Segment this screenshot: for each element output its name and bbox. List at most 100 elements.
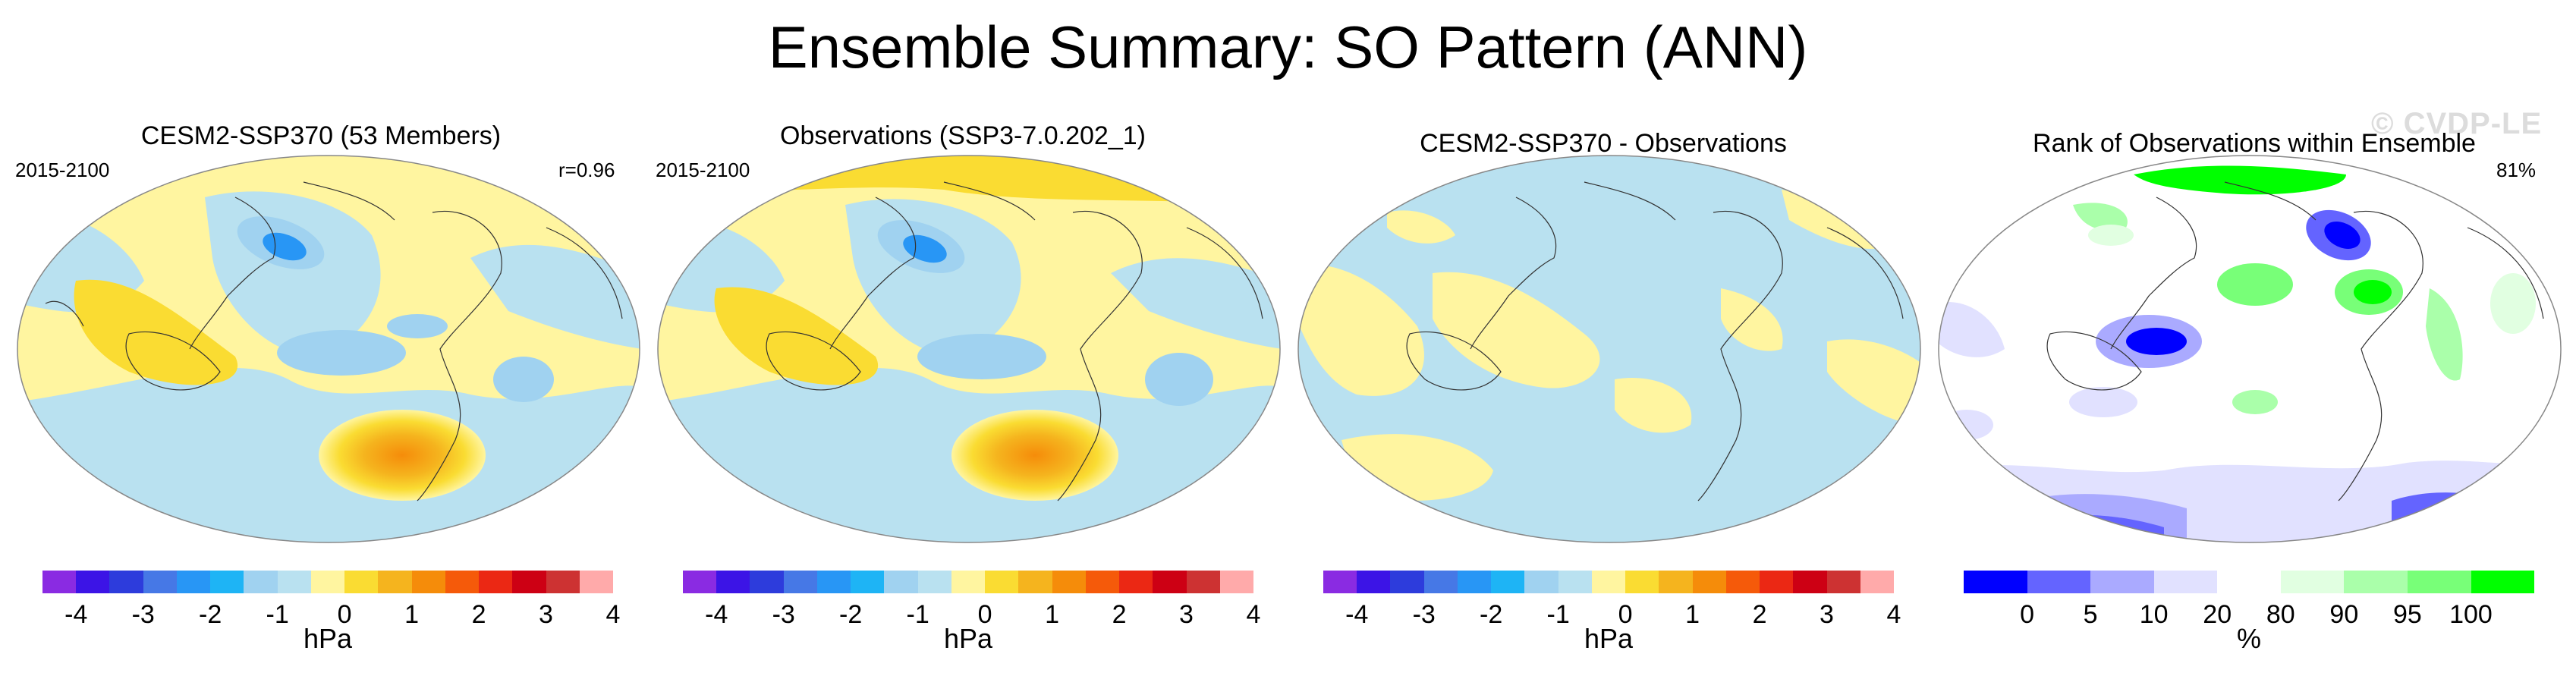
colorbar-swatch [512,571,546,593]
colorbar-swatch [143,571,177,593]
colorbar-swatch [1760,571,1794,593]
colorbar-swatch [2344,571,2408,593]
colorbar-swatch [579,571,613,593]
watermark: © CVDP-LE [2371,107,2543,140]
colorbar-swatch [210,571,244,593]
colorbar-swatch [1390,571,1424,593]
colorbar-tick-label: 20 [2203,600,2232,629]
colorbar-tick-label: -4 [64,600,88,629]
colorbar-swatch [851,571,885,593]
colorbar-swatch [1085,571,1120,593]
colorbar-tick-label: -4 [705,600,728,629]
colorbar-swatch [1018,571,1052,593]
colorbar-swatch [917,571,951,593]
colorbar-swatch [411,571,445,593]
colorbar-swatch [310,571,345,593]
colorbar-swatch [479,571,513,593]
colorbar-swatch [1323,571,1357,593]
colorbar-swatch [683,571,717,593]
colorbar-tick-label: 2 [1752,600,1767,629]
colorbar-swatch [42,571,77,593]
colorbar-swatch [1491,571,1525,593]
colorbar-tick-label: 4 [1886,600,1901,629]
colorbar-swatch [1423,571,1458,593]
colorbar-tick-label: 100 [2449,600,2493,629]
colorbar-swatch [2027,571,2091,593]
panel-1-period: 2015-2100 [15,159,110,181]
colorbar-tick-label: 5 [2083,600,2098,629]
panel-4-title: Rank of Observations within Ensemble [2033,129,2476,158]
colorbar-swatch [1659,571,1693,593]
colorbar-swatch [716,571,750,593]
colorbar-4 [1964,571,2535,593]
colorbar-tick-label: 80 [2266,600,2295,629]
panel-3-title: CESM2-SSP370 - Observations [1420,129,1787,158]
colorbar-tick-label: -1 [1546,600,1570,629]
colorbar-swatch [1119,571,1153,593]
colorbar-tick-label: -2 [839,600,863,629]
colorbar-tick-label: -3 [1412,600,1436,629]
colorbar-swatch [951,571,986,593]
map-panel-3 [1297,155,1921,543]
colorbar-tick-label: 0 [337,600,352,629]
colorbar-swatch [1826,571,1860,593]
colorbar-unit-label: hPa [303,623,353,654]
colorbar-swatch [2471,571,2535,593]
colorbar-tick-label: 1 [1685,600,1700,629]
colorbar-swatch [1793,571,1827,593]
colorbar-swatch [750,571,784,593]
colorbar-swatch [1558,571,1592,593]
colorbar-tick-label: 90 [2329,600,2359,629]
colorbar-swatch [1357,571,1391,593]
colorbar-swatch [1153,571,1187,593]
colorbar-tick-label: 3 [539,600,553,629]
colorbar-swatch [1860,571,1894,593]
colorbar-tick-label: -4 [1345,600,1369,629]
colorbar-tick-label: -1 [266,600,289,629]
map-panel-4 [1938,155,2562,543]
colorbar-swatch [1052,571,1086,593]
colorbar-swatch [277,571,311,593]
panel-1-correlation: r=0.96 [558,159,615,181]
colorbar-tick-label: 4 [605,600,621,629]
colorbar-swatch [1692,571,1726,593]
colorbar-tick-label: 4 [1246,600,1261,629]
colorbar-2 [683,571,1253,593]
panel-2-period: 2015-2100 [656,159,750,181]
colorbar-swatch [109,571,143,593]
colorbar-swatch [884,571,918,593]
colorbar-swatch [1591,571,1626,593]
colorbar-swatch [1186,571,1220,593]
colorbar-tick-label: 2 [1112,600,1127,629]
colorbar-tick-label: 10 [2139,600,2169,629]
colorbar-swatch [816,571,851,593]
colorbar-tick-label: 2 [471,600,486,629]
colorbar-tick-label: 0 [2020,600,2035,629]
map-panel-1 [17,155,640,543]
panel-4-percent: 81% [2496,159,2537,181]
panel-2-title: Observations (SSP3-7.0.202_1) [780,121,1146,150]
colorbar-swatch [2407,571,2471,593]
colorbar-tick-label: 0 [977,600,992,629]
colorbar-tick-label: 3 [1179,600,1194,629]
colorbar-swatch [1625,571,1659,593]
colorbar-swatch [2280,571,2345,593]
colorbar-swatch [344,571,379,593]
colorbar-swatch [378,571,412,593]
colorbar-tick-label: 1 [404,600,420,629]
colorbar-tick-label: 1 [1045,600,1060,629]
figure-title: Ensemble Summary: SO Pattern (ANN) [768,14,1808,80]
colorbar-swatch [1457,571,1492,593]
colorbar-swatch [176,571,211,593]
colorbar-swatch [1725,571,1760,593]
colorbar-1 [42,571,613,593]
colorbar-swatch [985,571,1019,593]
colorbar-swatch [244,571,278,593]
colorbar-tick-label: -1 [906,600,929,629]
colorbar-swatch [2217,571,2281,593]
colorbar-swatch [2090,571,2154,593]
colorbar-tick-label: -2 [1480,600,1503,629]
colorbar-swatch [1964,571,2027,593]
colorbar-tick-label: 3 [1820,600,1834,629]
colorbar-unit-label: hPa [1584,623,1634,654]
